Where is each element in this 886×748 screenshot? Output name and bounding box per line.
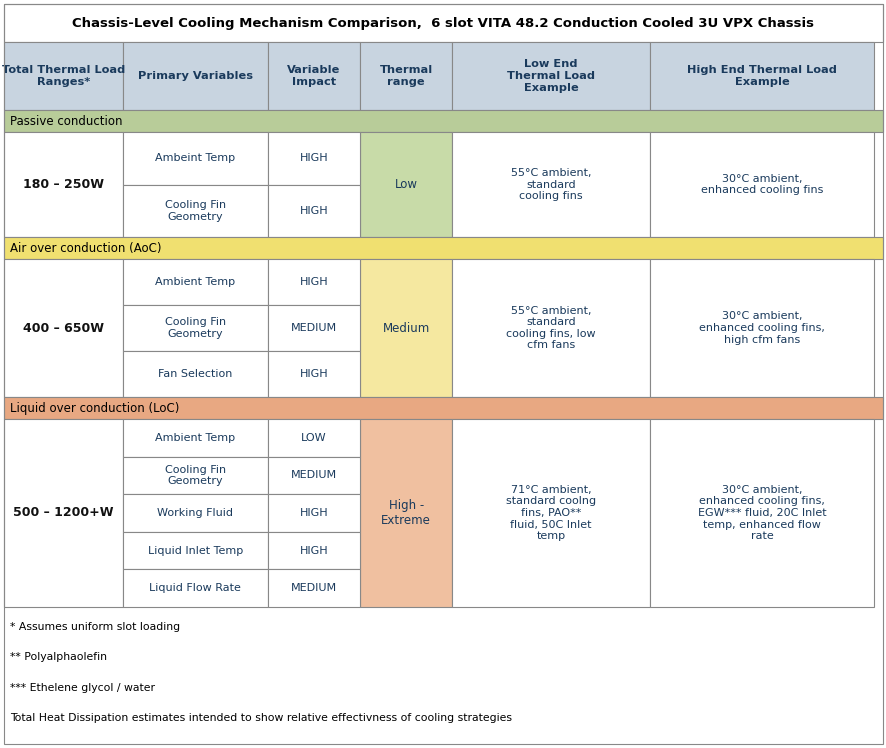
Bar (268, 532, 360, 569)
Text: 180 – 250W: 180 – 250W (23, 178, 104, 191)
Bar (268, 569, 360, 607)
Bar (122, 305, 268, 351)
Bar (4, 4, 882, 42)
Text: Air over conduction (AoC): Air over conduction (AoC) (10, 242, 161, 254)
Bar (4, 42, 122, 110)
Text: 30°C ambient,
enhanced cooling fins,
EGW*** fluid, 20C Inlet
temp, enhanced flow: 30°C ambient, enhanced cooling fins, EGW… (697, 485, 826, 542)
Bar (649, 419, 874, 607)
Text: Liquid Flow Rate: Liquid Flow Rate (149, 583, 241, 593)
Text: Cooling Fin
Geometry: Cooling Fin Geometry (165, 317, 226, 339)
Text: MEDIUM: MEDIUM (291, 323, 337, 333)
Bar (4, 397, 882, 419)
Text: LOW: LOW (300, 433, 326, 443)
Text: Low: Low (394, 178, 417, 191)
Text: 500 – 1200+W: 500 – 1200+W (13, 506, 113, 520)
Text: Total Thermal Load
Ranges*: Total Thermal Load Ranges* (2, 65, 125, 87)
Text: Cooling Fin
Geometry: Cooling Fin Geometry (165, 200, 226, 221)
Bar (360, 42, 452, 110)
Text: High -
Extreme: High - Extreme (381, 499, 431, 527)
Bar (268, 259, 360, 305)
Bar (4, 132, 122, 237)
Bar (122, 456, 268, 494)
Bar (4, 419, 122, 607)
Bar (360, 419, 452, 607)
Bar (268, 305, 360, 351)
Text: Passive conduction: Passive conduction (10, 114, 122, 127)
Text: ** Polyalphaolefin: ** Polyalphaolefin (10, 652, 107, 662)
Bar (268, 419, 360, 456)
Bar (122, 494, 268, 532)
Text: HIGH: HIGH (299, 277, 328, 287)
Bar (268, 132, 360, 185)
Bar (4, 259, 122, 397)
Text: Chassis-Level Cooling Mechanism Comparison,  6 slot VITA 48.2 Conduction Cooled : Chassis-Level Cooling Mechanism Comparis… (73, 16, 813, 29)
Bar (122, 259, 268, 305)
Bar (122, 569, 268, 607)
Bar (4, 110, 882, 132)
Text: Fan Selection: Fan Selection (158, 369, 232, 379)
Bar (360, 132, 452, 237)
Bar (122, 132, 268, 185)
Text: 30°C ambient,
enhanced cooling fins: 30°C ambient, enhanced cooling fins (700, 174, 822, 195)
Bar (452, 132, 649, 237)
Text: HIGH: HIGH (299, 369, 328, 379)
Bar (360, 259, 452, 397)
Text: HIGH: HIGH (299, 508, 328, 518)
Text: Ambeint Temp: Ambeint Temp (155, 153, 235, 163)
Bar (649, 259, 874, 397)
Text: Variable
Impact: Variable Impact (287, 65, 340, 87)
Bar (268, 42, 360, 110)
Text: Total Heat Dissipation estimates intended to show relative effectivness of cooli: Total Heat Dissipation estimates intende… (10, 713, 511, 723)
Bar (268, 494, 360, 532)
Text: High End Thermal Load
Example: High End Thermal Load Example (687, 65, 836, 87)
Text: HIGH: HIGH (299, 206, 328, 215)
Bar (122, 185, 268, 237)
Bar (4, 237, 882, 259)
Text: 71°C ambient,
standard coolng
fins, PAO**
fluid, 50C Inlet
temp: 71°C ambient, standard coolng fins, PAO*… (506, 485, 595, 542)
Text: Low End
Thermal Load
Example: Low End Thermal Load Example (507, 59, 595, 93)
Bar (649, 42, 874, 110)
Text: * Assumes uniform slot loading: * Assumes uniform slot loading (10, 622, 180, 632)
Text: Ambient Temp: Ambient Temp (155, 277, 235, 287)
Bar (122, 419, 268, 456)
Text: HIGH: HIGH (299, 545, 328, 556)
Text: Primary Variables: Primary Variables (137, 71, 253, 81)
Bar (452, 42, 649, 110)
Bar (452, 259, 649, 397)
Bar (649, 132, 874, 237)
Bar (268, 456, 360, 494)
Bar (452, 419, 649, 607)
Text: Thermal
range: Thermal range (379, 65, 432, 87)
Text: Medium: Medium (382, 322, 430, 334)
Text: MEDIUM: MEDIUM (291, 583, 337, 593)
Text: 30°C ambient,
enhanced cooling fins,
high cfm fans: 30°C ambient, enhanced cooling fins, hig… (698, 311, 824, 345)
Text: Working Fluid: Working Fluid (157, 508, 233, 518)
Bar (268, 185, 360, 237)
Text: 55°C ambient,
standard
cooling fins, low
cfm fans: 55°C ambient, standard cooling fins, low… (506, 306, 595, 350)
Text: Liquid Inlet Temp: Liquid Inlet Temp (147, 545, 243, 556)
Text: 400 – 650W: 400 – 650W (23, 322, 104, 334)
Bar (122, 351, 268, 397)
Bar (122, 42, 268, 110)
Text: MEDIUM: MEDIUM (291, 470, 337, 480)
Text: Ambient Temp: Ambient Temp (155, 433, 235, 443)
Text: *** Ethelene glycol / water: *** Ethelene glycol / water (10, 683, 155, 693)
Bar (122, 532, 268, 569)
Text: HIGH: HIGH (299, 153, 328, 163)
Bar (268, 351, 360, 397)
Text: 55°C ambient,
standard
cooling fins: 55°C ambient, standard cooling fins (510, 168, 591, 201)
Text: Liquid over conduction (LoC): Liquid over conduction (LoC) (10, 402, 179, 414)
Text: Cooling Fin
Geometry: Cooling Fin Geometry (165, 465, 226, 486)
